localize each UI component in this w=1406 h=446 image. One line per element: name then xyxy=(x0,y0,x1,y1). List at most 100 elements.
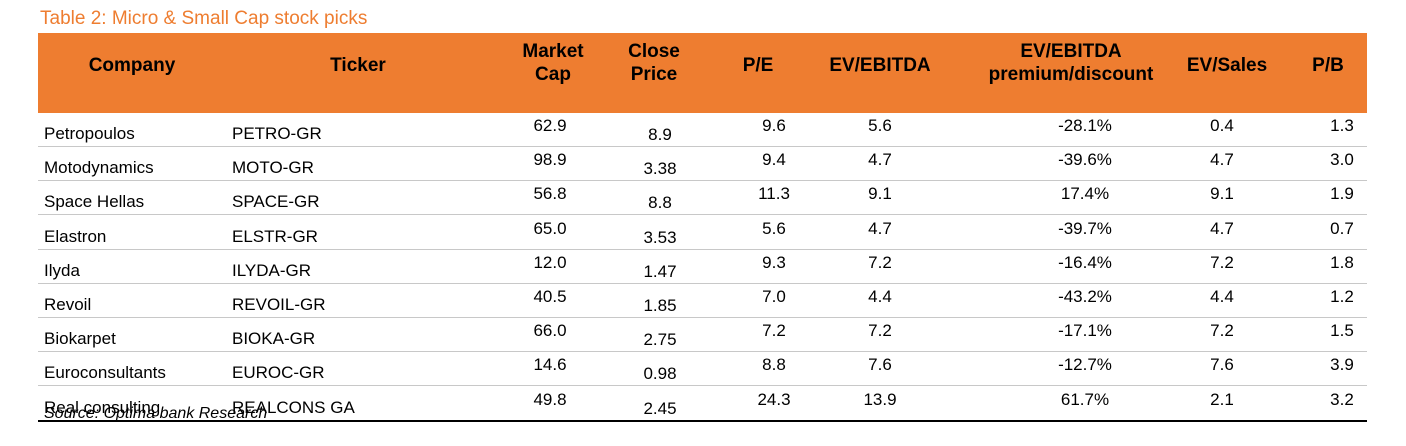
pb-cell: 1.8 xyxy=(1330,252,1354,272)
header-ticker: Ticker xyxy=(330,55,386,76)
ev-ebitda-cell: 9.1 xyxy=(868,184,892,204)
source-note: Source: Optima bank Research xyxy=(44,405,268,422)
pe-cell: 8.8 xyxy=(762,355,786,375)
ev-sales-cell: 9.1 xyxy=(1210,184,1234,204)
table-row: Euroconsultants EUROC-GR 14.6 0.98 8.8 7.6 -12… xyxy=(38,352,1367,387)
ev-ebitda-premium-cell: -28.1% xyxy=(1058,116,1112,135)
pb-cell: 3.0 xyxy=(1330,150,1354,170)
header-pe: P/E xyxy=(742,55,774,76)
header-ev-ebitda-premium-line1: EV/EBITDA xyxy=(1020,41,1122,62)
company-cell: Elastron xyxy=(44,226,107,246)
ticker-cell: ILYDA-GR xyxy=(232,260,312,280)
ev-ebitda-premium-cell: -39.6% xyxy=(1058,150,1112,170)
pb-cell: 3.9 xyxy=(1330,355,1354,375)
ev-ebitda-cell: 5.6 xyxy=(868,116,892,135)
market-cap-cell: 14.6 xyxy=(533,355,567,375)
company-cell: Euroconsultants xyxy=(44,363,166,383)
close-price-cell: 3.53 xyxy=(643,227,677,247)
ev-sales-cell: 7.2 xyxy=(1210,252,1234,272)
pe-cell: 11.3 xyxy=(758,184,790,204)
market-cap-cell: 56.8 xyxy=(533,184,567,204)
header-market-cap: Market Cap xyxy=(508,40,598,86)
ev-sales-cell: 4.4 xyxy=(1210,287,1234,306)
market-cap-cell: 62.9 xyxy=(533,116,567,135)
ev-sales-cell: 7.2 xyxy=(1210,321,1234,341)
ev-ebitda-premium-cell: 17.4% xyxy=(1060,184,1110,204)
ev-ebitda-cell: 7.6 xyxy=(868,355,892,375)
market-cap-cell: 98.9 xyxy=(533,150,567,170)
market-cap-cell: 66.0 xyxy=(533,321,567,341)
close-price-cell: 1.85 xyxy=(643,296,677,315)
pe-cell: 5.6 xyxy=(762,218,786,238)
close-price-cell: 0.98 xyxy=(643,364,677,384)
pb-cell: 3.2 xyxy=(1330,389,1354,409)
ev-ebitda-cell: 4.7 xyxy=(868,150,892,170)
pb-cell: 0.7 xyxy=(1330,218,1354,238)
pe-cell: 24.3 xyxy=(757,389,791,409)
ev-ebitda-cell: 13.9 xyxy=(863,389,897,409)
table-row: Motodynamics MOTO-GR 98.9 3.38 9.4 4.7 -39.6% 4… xyxy=(38,147,1367,182)
table-row: Ilyda ILYDA-GR 12.0 1.47 9.3 7.2 -16.4% 7.2 1.8 xyxy=(38,250,1367,284)
header-company: Company xyxy=(88,55,176,76)
header-close-price: Close Price xyxy=(609,40,699,86)
ticker-cell: PETRO-GR xyxy=(232,124,322,143)
table-row: Petropoulos PETRO-GR 62.9 8.9 9.6 5.6 -28.1% 0.… xyxy=(38,113,1367,147)
ev-sales-cell: 2.1 xyxy=(1210,389,1234,409)
close-price-cell: 3.38 xyxy=(643,159,677,179)
ev-ebitda-premium-cell: -16.4% xyxy=(1058,252,1112,272)
pb-cell: 1.9 xyxy=(1330,184,1354,204)
ev-sales-cell: 4.7 xyxy=(1210,150,1234,170)
company-cell: Real consulting xyxy=(44,397,161,417)
ev-ebitda-cell: 7.2 xyxy=(868,321,892,341)
ev-ebitda-cell: 4.7 xyxy=(868,218,892,238)
ev-ebitda-cell: 7.2 xyxy=(868,252,892,272)
ev-ebitda-premium-cell: 61.7% xyxy=(1060,389,1110,409)
company-cell: Biokarpet xyxy=(44,329,116,349)
ticker-cell: MOTO-GR xyxy=(232,158,314,178)
close-price-cell: 8.8 xyxy=(648,193,672,213)
pe-cell: 7.0 xyxy=(762,287,786,306)
ticker-cell: SPACE-GR xyxy=(232,192,320,212)
header-ev-sales: EV/Sales xyxy=(1186,55,1268,76)
company-cell: Ilyda xyxy=(44,260,80,280)
ev-sales-cell: 4.7 xyxy=(1210,218,1234,238)
market-cap-cell: 49.8 xyxy=(533,389,567,409)
header-market-cap-line1: Market xyxy=(522,41,584,62)
ev-sales-cell: 7.6 xyxy=(1210,355,1234,375)
header-market-cap-line2: Cap xyxy=(535,64,571,85)
table-row: Elastron ELSTR-GR 65.0 3.53 5.6 4.7 -39.7% 4.7 0… xyxy=(38,216,1367,250)
pb-cell: 1.3 xyxy=(1330,116,1354,135)
pe-cell: 9.6 xyxy=(762,116,786,135)
ticker-cell: EUROC-GR xyxy=(232,363,325,383)
table-row: Space Hellas SPACE-GR 56.8 8.8 11.3 9.1 17.4% 9… xyxy=(38,181,1367,216)
table-header xyxy=(38,33,1367,113)
company-cell: Motodynamics xyxy=(44,158,154,178)
header-pb: P/B xyxy=(1312,55,1344,76)
close-price-cell: 2.75 xyxy=(643,330,677,350)
ev-ebitda-premium-cell: -39.7% xyxy=(1058,218,1112,238)
ticker-cell: REVOIL-GR xyxy=(232,295,326,314)
market-cap-cell: 12.0 xyxy=(533,252,567,272)
table-row: Revoil REVOIL-GR 40.5 1.85 7.0 4.4 -43.2% 4.4 1.… xyxy=(38,284,1367,318)
header-close-price-line2: Price xyxy=(630,64,678,85)
ev-ebitda-premium-cell: -12.7% xyxy=(1058,355,1112,375)
ev-ebitda-premium-cell: -17.1% xyxy=(1058,321,1112,341)
pe-cell: 9.3 xyxy=(762,252,786,272)
market-cap-cell: 65.0 xyxy=(533,218,567,238)
table-row: Real consulting REALCONS GA 49.8 2.45 24.3 13… xyxy=(38,387,1367,422)
market-cap-cell: 40.5 xyxy=(533,287,567,306)
pe-cell: 9.4 xyxy=(762,150,786,170)
ev-sales-cell: 0.4 xyxy=(1210,116,1234,135)
header-ev-ebitda-premium: EV/EBITDA premium/discount xyxy=(976,40,1166,86)
ev-ebitda-premium-cell: -43.2% xyxy=(1058,287,1112,306)
table-row: Biokarpet BIOKA-GR 66.0 2.75 7.2 7.2 -17.1% 7.2… xyxy=(38,318,1367,353)
table-title: Table 2: Micro & Small Cap stock picks xyxy=(40,8,368,29)
header-ev-ebitda: EV/EBITDA xyxy=(829,55,931,76)
ev-ebitda-cell: 4.4 xyxy=(868,287,892,306)
header-close-price-line1: Close xyxy=(628,41,680,62)
ticker-cell: REALCONS GA xyxy=(232,397,355,417)
header-ev-ebitda-premium-line2: premium/discount xyxy=(988,64,1154,85)
ticker-cell: ELSTR-GR xyxy=(232,226,318,246)
pb-cell: 1.2 xyxy=(1330,287,1354,306)
close-price-cell: 1.47 xyxy=(643,261,677,281)
